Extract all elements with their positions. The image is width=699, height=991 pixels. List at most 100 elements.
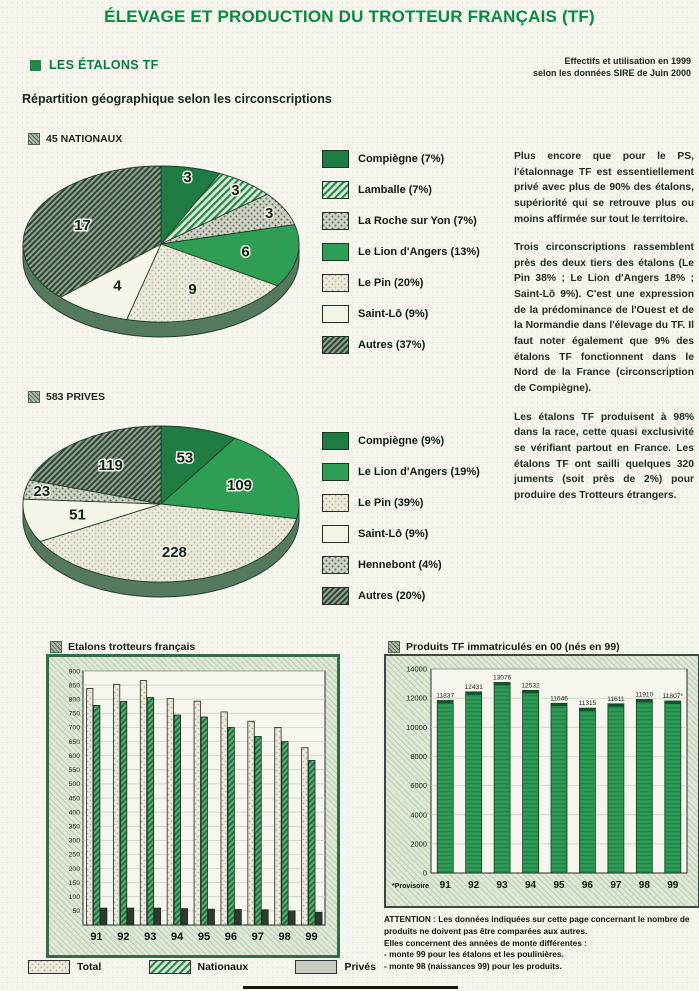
bar bbox=[247, 720, 255, 926]
bar bbox=[173, 714, 181, 926]
bar bbox=[274, 727, 282, 926]
chart-text: 500 bbox=[69, 781, 81, 788]
bar bbox=[522, 689, 539, 874]
chart-text: 228 bbox=[162, 544, 187, 561]
legend-item: Saint-Lô (9%) bbox=[322, 525, 480, 543]
bottom-legend-item: Privés bbox=[295, 960, 376, 974]
legend-swatch-icon bbox=[295, 960, 338, 974]
source-note-line1: Effectifs et utilisation en 1999 bbox=[564, 56, 691, 66]
legend-swatch-icon bbox=[322, 212, 349, 230]
chart-text: 800 bbox=[69, 697, 81, 704]
bar-cap bbox=[465, 691, 482, 695]
bar bbox=[93, 705, 101, 926]
bar bbox=[166, 698, 174, 926]
bar bbox=[112, 684, 121, 926]
chart-text: 4000 bbox=[410, 810, 427, 819]
bar bbox=[301, 747, 309, 926]
pie-slice bbox=[22, 165, 162, 298]
chart-text: 50 bbox=[72, 908, 80, 915]
chart-text: 97 bbox=[252, 931, 264, 943]
legend-item: Autres (20%) bbox=[322, 587, 480, 605]
chart-text: 11910 bbox=[635, 691, 653, 698]
bar bbox=[281, 741, 289, 926]
attention-line: Elles concernent des années de monte dif… bbox=[384, 937, 587, 948]
chart-text: 12532 bbox=[521, 682, 540, 689]
chart-text: 11837 bbox=[436, 693, 454, 700]
bar bbox=[261, 909, 269, 926]
bar-cap bbox=[664, 700, 681, 704]
chart-text: 100 bbox=[69, 894, 81, 901]
bar bbox=[234, 909, 242, 926]
chart-text: 92 bbox=[468, 880, 480, 891]
chart-text: 91 bbox=[90, 931, 102, 943]
chart-text: 99 bbox=[667, 880, 679, 891]
commentary-paragraph: Les étalons TF produisent à 98% dans la … bbox=[514, 411, 694, 501]
page-title: ÉLEVAGE ET PRODUCTION DU TROTTEUR FRANÇA… bbox=[104, 7, 595, 26]
legend-item: Compiègne (7%) bbox=[322, 150, 480, 168]
chart-text: 600 bbox=[69, 753, 81, 760]
chart-text: 11807* bbox=[663, 693, 684, 700]
bar bbox=[254, 736, 262, 926]
chart-text: 93 bbox=[144, 931, 156, 943]
bar-cap bbox=[607, 703, 624, 707]
legend-swatch-icon bbox=[322, 181, 349, 199]
chart-text: 6000 bbox=[410, 781, 427, 790]
bar bbox=[607, 703, 625, 874]
legend-swatch-icon bbox=[322, 463, 349, 481]
chart-text: 13076 bbox=[493, 674, 512, 681]
bar bbox=[493, 682, 511, 874]
legend-swatch-icon bbox=[322, 432, 349, 450]
bar bbox=[550, 702, 568, 874]
legend-swatch-icon bbox=[322, 556, 349, 574]
bar bbox=[664, 700, 682, 874]
chart-text: 3 bbox=[231, 182, 239, 199]
chart-text: 94 bbox=[525, 880, 537, 891]
attention-line: - monte 98 (naissances 99) pour les prod… bbox=[384, 961, 562, 972]
chart-text: 650 bbox=[69, 739, 81, 746]
chart-text: 12000 bbox=[406, 694, 427, 703]
chart-text: 53 bbox=[177, 450, 194, 467]
legend-swatch-icon bbox=[322, 150, 349, 168]
chart-text: 23 bbox=[33, 483, 50, 500]
attention-heading: ATTENTION : bbox=[384, 914, 436, 924]
bar bbox=[180, 908, 188, 926]
bar bbox=[126, 907, 135, 926]
legend-swatch-icon bbox=[322, 587, 349, 605]
bar2-title: Produits TF immatriculés en 00 (nés en 9… bbox=[406, 641, 620, 653]
bar bbox=[139, 680, 148, 926]
chart-text: 850 bbox=[69, 682, 81, 689]
pie1-header: 45 NATIONAUX bbox=[28, 133, 122, 145]
green-square-bullet-icon bbox=[30, 59, 41, 71]
bar bbox=[86, 688, 94, 926]
legend-label: La Roche sur Yon (7%) bbox=[358, 215, 477, 227]
chart-text: 0 bbox=[423, 869, 427, 878]
legend-label: Lamballe (7%) bbox=[358, 184, 432, 196]
chart-text: 700 bbox=[69, 725, 81, 732]
chart-text: 550 bbox=[69, 767, 81, 774]
legend-label: Le Lion d'Angers (13%) bbox=[358, 246, 480, 258]
legend-label: Compiègne (9%) bbox=[358, 435, 445, 447]
legend-swatch-icon bbox=[322, 305, 349, 323]
page-subtitle: Répartition géographique selon les circo… bbox=[22, 92, 332, 106]
bar bbox=[220, 711, 228, 926]
chart-text: 250 bbox=[69, 852, 81, 859]
bar1-title: Etalons trotteurs français bbox=[68, 641, 196, 653]
legend-item: Compiègne (9%) bbox=[322, 432, 480, 450]
legend-item: La Roche sur Yon (7%) bbox=[322, 212, 480, 230]
bar-chart-produits: 2000 4000 6000 8000 10000 12000 14000 0 11837 91 1… bbox=[392, 665, 688, 891]
chart-text: 98 bbox=[639, 880, 651, 891]
pie2-title: 583 PRIVES bbox=[46, 391, 105, 403]
commentary-paragraph: Plus encore que pour le PS, l'étalonnage… bbox=[514, 151, 694, 225]
chart-text: 8000 bbox=[410, 752, 427, 761]
pie-legend-prives: Compiègne (9%) Le Lion d'Angers (19%) Le P… bbox=[322, 432, 480, 618]
hatched-square-icon bbox=[50, 641, 62, 653]
chart-text: 11646 bbox=[550, 695, 568, 702]
legend-label: Saint-Lô (9%) bbox=[358, 308, 429, 320]
chart-text: 10000 bbox=[406, 723, 427, 732]
chart-text: 17 bbox=[74, 217, 91, 234]
chart-text: 92 bbox=[117, 931, 129, 943]
legend-label: Compiègne (7%) bbox=[358, 153, 445, 165]
bar-cap bbox=[551, 703, 567, 707]
hatched-square-icon bbox=[28, 133, 40, 145]
bar-cap bbox=[579, 708, 596, 712]
